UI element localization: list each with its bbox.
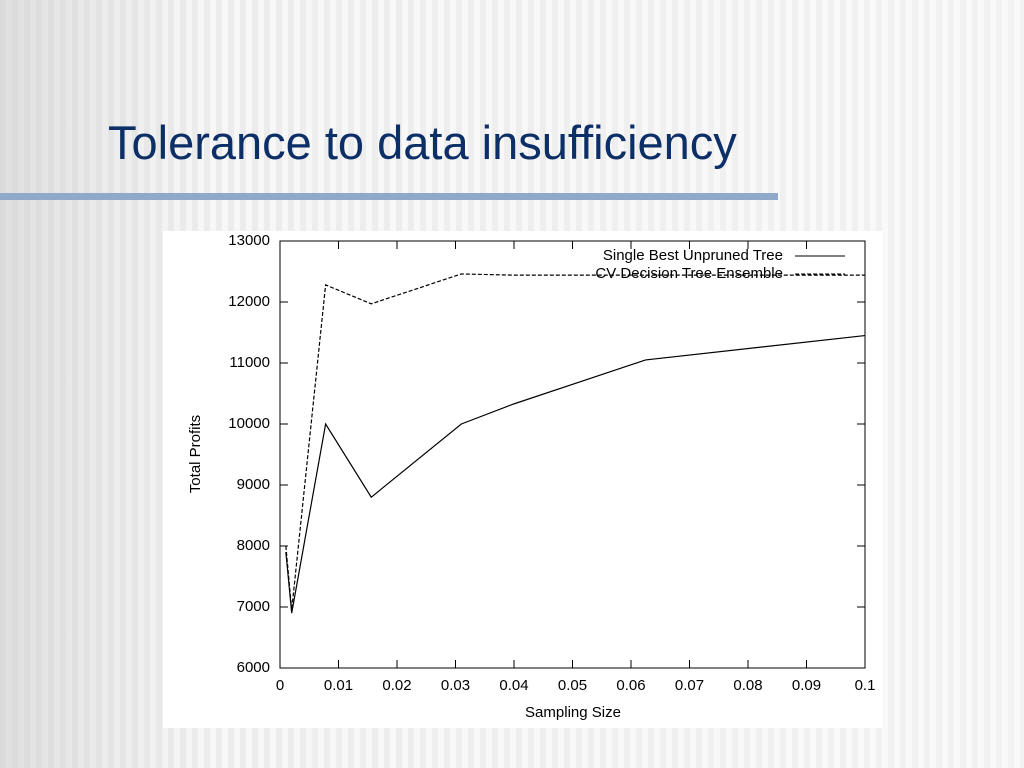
chart-background bbox=[163, 231, 883, 728]
y-tick-label: 6000 bbox=[237, 659, 270, 676]
x-tick-label: 0.09 bbox=[792, 677, 821, 694]
slide-title: Tolerance to data insufficiency bbox=[108, 116, 737, 169]
data-line bbox=[285, 334, 866, 614]
x-tick-label: 0.01 bbox=[324, 677, 353, 694]
x-tick-label: 0.03 bbox=[441, 677, 470, 694]
y-tick-label: 8000 bbox=[237, 537, 270, 554]
x-tick-label: 0.02 bbox=[382, 677, 411, 694]
x-tick-label: 0.06 bbox=[616, 677, 645, 694]
y-tick-label: 10000 bbox=[228, 415, 270, 432]
legend-label: CV Decision Tree Ensemble bbox=[595, 265, 783, 282]
y-tick-label: 12000 bbox=[228, 293, 270, 310]
y-axis-label: Total Profits bbox=[187, 415, 204, 493]
y-tick-label: 11000 bbox=[229, 354, 270, 371]
title-rule bbox=[0, 193, 778, 200]
y-tick-label: 9000 bbox=[237, 476, 270, 493]
y-tick-label: 7000 bbox=[237, 598, 270, 615]
x-tick-label: 0.08 bbox=[733, 677, 762, 694]
x-tick-label: 0.05 bbox=[558, 677, 587, 694]
x-tick-label: 0.04 bbox=[499, 677, 528, 694]
x-tick-label: 0.07 bbox=[675, 677, 704, 694]
data-line bbox=[285, 273, 865, 611]
x-axis-label: Sampling Size bbox=[525, 704, 621, 721]
legend-label: Single Best Unpruned Tree bbox=[603, 247, 783, 264]
x-tick-label: 0.1 bbox=[855, 677, 876, 694]
x-tick-label: 0 bbox=[276, 677, 284, 694]
y-tick-label: 13000 bbox=[228, 232, 270, 249]
